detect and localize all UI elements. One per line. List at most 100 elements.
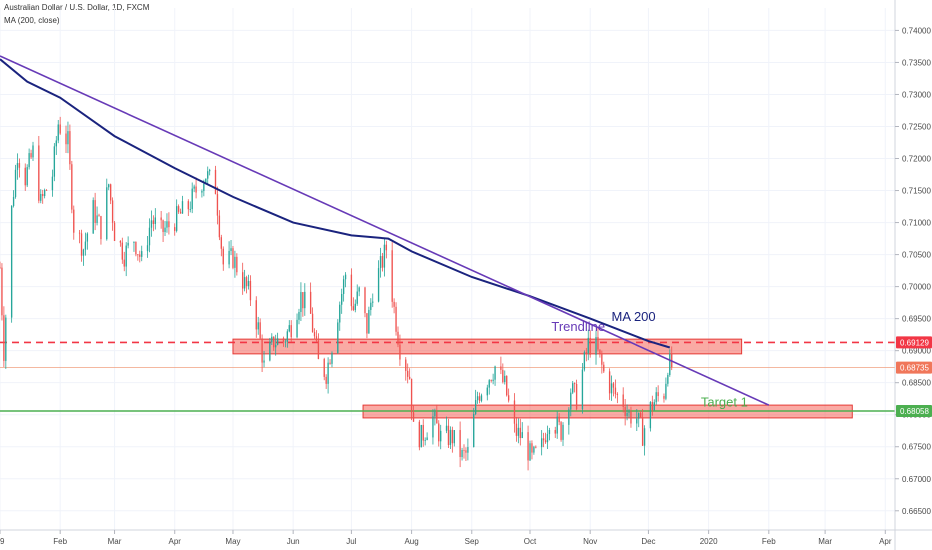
candle-body: [271, 336, 273, 343]
candle-body: [18, 163, 21, 168]
candle-body: [432, 416, 434, 438]
candle-body: [467, 447, 469, 453]
candle-body: [616, 394, 619, 395]
candle-body: [121, 242, 123, 260]
candle-body: [329, 362, 331, 364]
price-tag-resistance: [896, 336, 932, 349]
candle-body: [581, 369, 584, 410]
candle-body: [440, 430, 442, 442]
candle-body: [245, 277, 248, 287]
candle-body: [298, 312, 300, 320]
x-tick-label: Nov: [583, 537, 597, 546]
y-axis[interactable]: 0.74000 0.73500 0.73000 0.72500 0.72000 0.715…: [894, 0, 931, 550]
price-tag-label: 0.68058: [900, 407, 929, 416]
candle-body: [273, 336, 275, 348]
candle-body: [236, 256, 238, 273]
candle-body: [222, 248, 224, 265]
price-tags: 0.69129 0.68735 0.68058: [896, 336, 932, 417]
candle-body: [325, 376, 327, 384]
candle-body: [208, 169, 211, 172]
candle-body: [40, 194, 42, 201]
candle-body: [570, 392, 572, 410]
candle-body: [422, 424, 424, 441]
candle-body: [302, 292, 304, 309]
candle-body: [519, 427, 521, 439]
candle-body: [434, 411, 436, 417]
candle-body: [513, 400, 516, 424]
candle-body: [191, 188, 193, 210]
candle-body: [24, 167, 26, 186]
candle-body: [201, 191, 203, 193]
y-tick-label: 0.67000: [902, 475, 931, 484]
x-tick-label: Aug: [404, 537, 418, 546]
candle-body: [426, 437, 428, 440]
annotation-label: Target 1: [701, 394, 748, 409]
candle-body: [296, 319, 298, 338]
candle-body: [407, 370, 409, 377]
candle-body: [445, 425, 448, 431]
candle-body: [560, 422, 562, 440]
candle-body: [249, 280, 252, 301]
indicator-label: MA (200, close): [4, 16, 60, 25]
candle-body: [544, 440, 547, 443]
candle-body: [554, 430, 556, 434]
candle-body: [601, 354, 603, 365]
candle-body: [26, 167, 28, 186]
y-tick-label: 0.69000: [902, 347, 931, 356]
candle-body: [354, 303, 356, 310]
candle-body: [459, 430, 461, 458]
candle-body: [614, 387, 617, 395]
candle-body: [542, 438, 545, 441]
candle-body: [339, 304, 341, 323]
grid: [0, 8, 895, 530]
candle-body: [111, 200, 114, 223]
chart-title: Australian Dollar / U.S. Dollar, 1D, FXC…: [4, 3, 150, 12]
candle-body: [162, 220, 164, 233]
candle-body: [160, 217, 162, 221]
candle-body: [453, 430, 455, 444]
candle-body: [608, 371, 611, 394]
x-tick-label: 19: [0, 537, 5, 546]
candle-body: [205, 178, 207, 184]
candle-body: [636, 418, 638, 424]
candle-body: [643, 428, 646, 446]
candle-body: [82, 249, 85, 256]
candle-body: [436, 411, 438, 424]
candle-body: [612, 383, 615, 388]
candle-body: [383, 244, 386, 268]
candle-body: [12, 196, 15, 206]
candle-body: [667, 374, 669, 384]
candle-body: [603, 364, 605, 372]
candle-body: [626, 412, 628, 416]
candle-body: [352, 306, 355, 310]
candle-body: [344, 274, 347, 280]
x-tick-label: Feb: [762, 537, 776, 546]
candle-body: [410, 378, 413, 413]
candle-body: [125, 245, 127, 267]
candle-body: [474, 400, 477, 415]
candle-body: [5, 317, 7, 361]
candle-body: [342, 279, 345, 294]
candle-body: [385, 244, 388, 251]
candle-body: [558, 416, 560, 423]
annotation-label: MA 200: [612, 309, 656, 324]
candle-body: [313, 332, 316, 337]
candle-body: [228, 250, 230, 265]
candle-body: [451, 429, 454, 444]
candle-body: [599, 349, 601, 355]
candle-body: [207, 171, 209, 179]
candle-body: [135, 241, 137, 255]
annotation-label: Trendline: [551, 319, 605, 334]
candle-body: [261, 338, 263, 363]
candle-body: [247, 280, 250, 287]
candle-body: [628, 411, 630, 413]
candle-body: [166, 221, 168, 228]
x-tick-label: Dec: [641, 537, 655, 546]
candle-body: [123, 259, 125, 267]
y-tick-label: 0.73000: [902, 90, 931, 99]
indicator-lines: [0, 55, 770, 406]
candle-body: [84, 241, 87, 250]
candle-body: [478, 396, 481, 401]
x-axis[interactable]: 19 Feb Mar Apr May Jun Jul Aug Sep Oct Nov Dec 2020 F…: [0, 529, 932, 546]
